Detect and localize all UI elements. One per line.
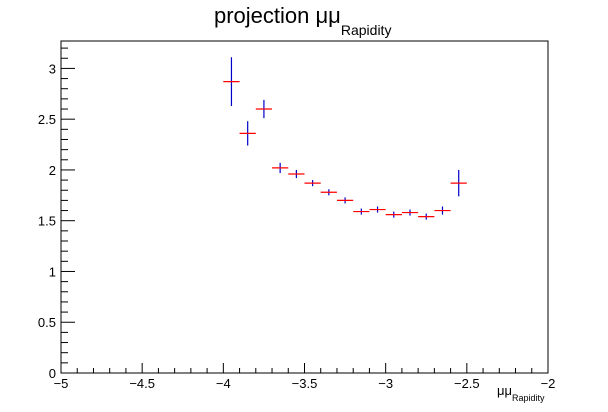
data-point (272, 162, 289, 173)
chart-title-main: projection μμ (214, 3, 341, 28)
y-axis-ticks (61, 47, 75, 374)
y-axis-tick-labels: 0 0.5 1 1.5 2 2.5 3 (38, 61, 56, 381)
data-point (401, 209, 419, 216)
x-tick-label: −3 (378, 376, 393, 391)
x-tick-label: −3.5 (292, 376, 318, 391)
data-point (304, 180, 321, 187)
x-axis-tick-labels: −5 −4.5 −4 −3.5 −3 −2.5 −2 (54, 376, 556, 391)
data-point (320, 189, 337, 196)
x-axis-label-subscript: Rapidity (512, 393, 545, 403)
data-point (450, 169, 467, 197)
x-tick-label: −4.5 (129, 376, 155, 391)
chart-title: projection μμRapidity (214, 3, 391, 38)
data-point (223, 57, 240, 106)
data-point (255, 99, 273, 119)
x-axis-label-main: μμ (497, 383, 512, 398)
y-tick-label: 1 (49, 264, 56, 279)
data-point (336, 197, 354, 204)
data-point (239, 121, 256, 146)
data-point (288, 169, 305, 179)
x-axis-ticks (60, 363, 549, 373)
data-point (353, 208, 370, 215)
data-point (369, 206, 386, 213)
x-tick-label: −2.5 (454, 376, 480, 391)
chart-title-subscript: Rapidity (341, 22, 392, 38)
data-point (385, 211, 402, 218)
y-tick-label: 0.5 (38, 315, 56, 330)
x-tick-label: −4 (216, 376, 231, 391)
y-tick-label: 1.5 (38, 214, 56, 229)
y-tick-label: 2 (49, 163, 56, 178)
data-point (418, 213, 435, 220)
x-tick-label: −2 (541, 376, 556, 391)
plot-frame (60, 40, 549, 374)
data-points (223, 57, 467, 220)
y-tick-label: 0 (49, 366, 56, 381)
y-tick-label: 2.5 (38, 112, 56, 127)
x-axis-label: μμRapidity (497, 383, 545, 403)
data-point (434, 206, 451, 215)
y-tick-label: 3 (49, 61, 56, 76)
x-tick-label: −5 (54, 376, 69, 391)
